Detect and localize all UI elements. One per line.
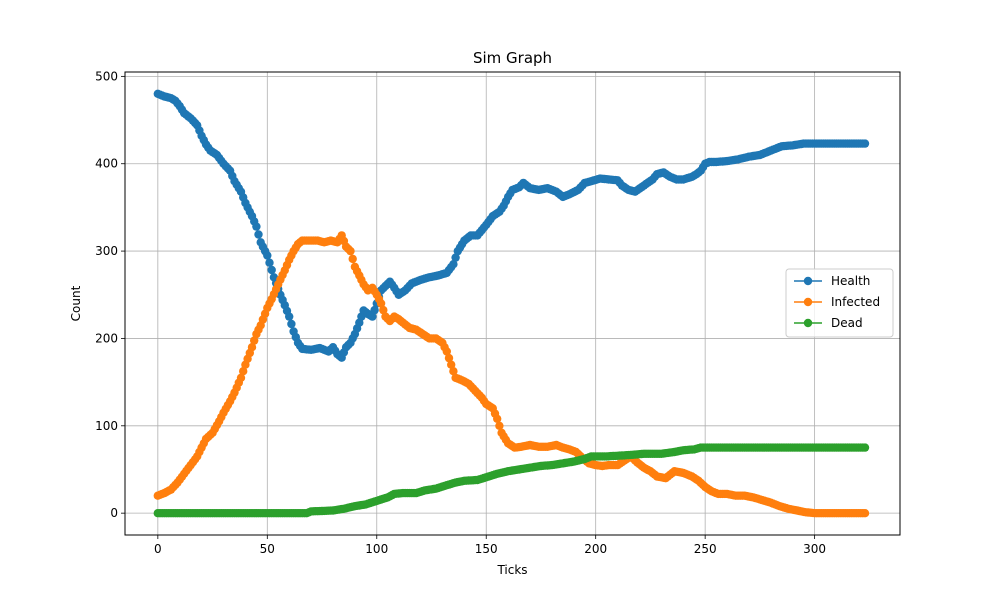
y-tick-label: 400: [95, 157, 118, 171]
data-point: [379, 305, 388, 315]
data-point: [860, 509, 870, 518]
x-tick-label: 50: [260, 542, 275, 556]
data-point: [250, 336, 259, 345]
legend: Health Infected Dead: [785, 268, 894, 338]
legend-item: Infected: [794, 295, 880, 309]
legend-label: Dead: [831, 316, 863, 330]
y-tick-label: 300: [95, 244, 118, 258]
series-layer: [153, 89, 870, 518]
data-point: [346, 246, 355, 256]
y-tick-label: 200: [95, 331, 118, 345]
data-point: [447, 360, 456, 369]
legend-item: Health: [794, 274, 870, 288]
data-point: [370, 305, 379, 315]
y-tick-label: 100: [95, 419, 118, 433]
x-tick-label: 150: [475, 542, 498, 556]
legend-item: Dead: [794, 316, 863, 330]
data-point: [376, 299, 386, 308]
data-point: [265, 258, 274, 267]
y-tick-label: 0: [110, 506, 118, 520]
data-point: [267, 265, 276, 275]
series-health: [153, 89, 870, 362]
data-point: [495, 421, 504, 430]
x-tick-label: 300: [803, 542, 826, 556]
series-dead: [153, 443, 870, 518]
data-point: [860, 139, 870, 148]
x-tick-label: 0: [154, 542, 162, 556]
data-point: [263, 251, 272, 260]
data-point: [442, 347, 451, 356]
legend-marker: [803, 297, 813, 307]
series-infected: [153, 231, 870, 518]
data-point: [254, 230, 263, 239]
legend-marker: [803, 276, 813, 286]
data-point: [348, 254, 357, 264]
plot-frame: [124, 71, 901, 536]
data-point: [860, 443, 870, 452]
y-axis-title: Count: [69, 285, 83, 321]
data-point: [236, 373, 246, 382]
legend-label: Infected: [831, 295, 880, 309]
data-point: [239, 367, 248, 376]
data-point: [252, 222, 261, 231]
x-tick-label: 250: [694, 542, 717, 556]
data-point: [287, 319, 296, 329]
data-point: [449, 367, 458, 376]
legend-box: [785, 268, 894, 338]
data-point: [449, 260, 458, 269]
data-point: [451, 253, 460, 262]
legend-marker: [803, 318, 813, 328]
data-point: [444, 353, 454, 363]
chart-title: Sim Graph: [473, 49, 552, 67]
data-point: [247, 343, 257, 352]
x-axis-title: Ticks: [496, 563, 527, 577]
ticks: 0 50 100 150 200 250 300 0 100 200 300 400 500: [95, 69, 826, 556]
x-tick-label: 100: [365, 542, 388, 556]
data-point: [368, 312, 377, 321]
data-point: [493, 414, 502, 423]
y-tick-label: 500: [95, 69, 118, 83]
legend-label: Health: [831, 274, 870, 288]
x-tick-label: 200: [584, 542, 607, 556]
data-point: [285, 312, 294, 321]
